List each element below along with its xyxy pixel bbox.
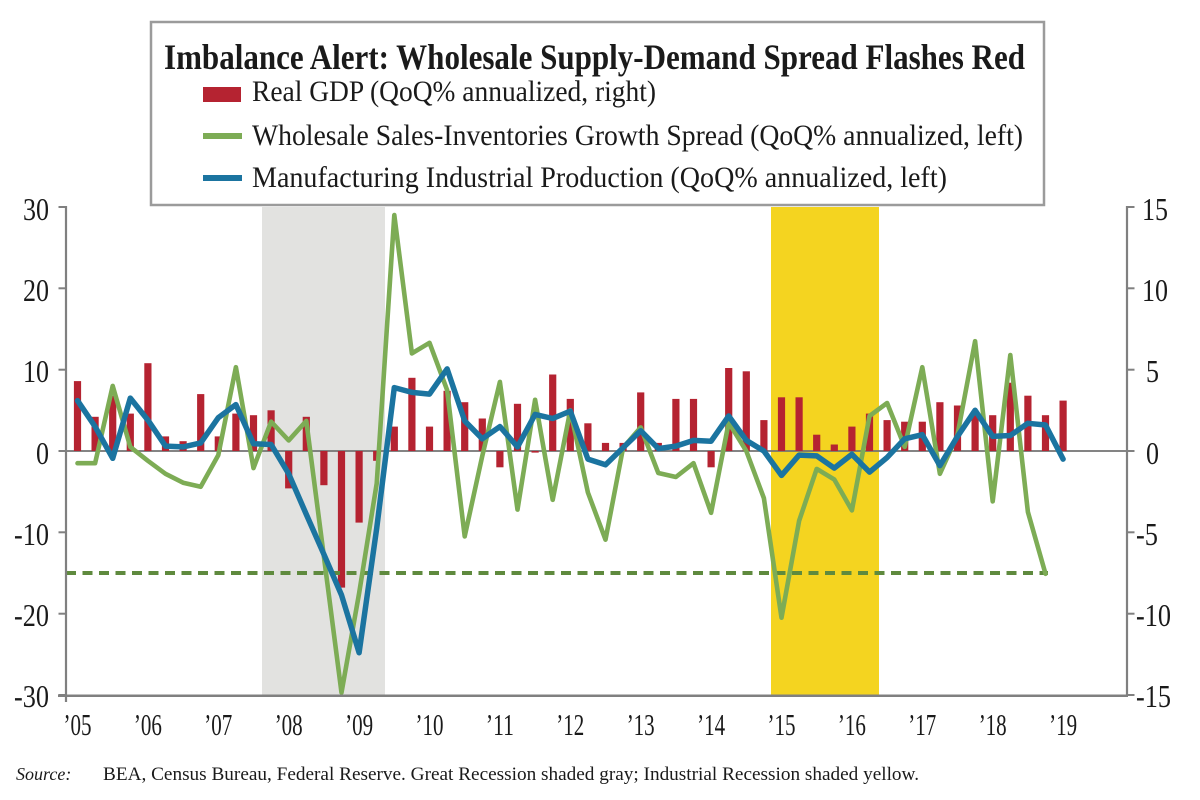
- svg-text:0: 0: [36, 435, 49, 471]
- svg-text:0: 0: [1146, 435, 1159, 471]
- svg-text:10: 10: [23, 353, 49, 389]
- svg-text:-30: -30: [14, 678, 49, 714]
- svg-text:’07: ’07: [204, 707, 232, 742]
- svg-text:’06: ’06: [134, 707, 162, 742]
- svg-text:20: 20: [23, 272, 49, 308]
- svg-text:Manufacturing Industrial Produ: Manufacturing Industrial Production (QoQ…: [252, 161, 947, 194]
- svg-text:’11: ’11: [486, 707, 514, 742]
- svg-text:’12: ’12: [556, 707, 584, 742]
- svg-text:30: 30: [23, 191, 49, 227]
- svg-text:’08: ’08: [275, 707, 303, 742]
- svg-text:’14: ’14: [697, 707, 725, 742]
- svg-text:Imbalance Alert: Wholesale Sup: Imbalance Alert: Wholesale Supply-Demand…: [164, 37, 1025, 77]
- svg-text:Real GDP (QoQ% annualized, rig: Real GDP (QoQ% annualized, right): [252, 75, 656, 108]
- svg-text:’05: ’05: [64, 707, 92, 742]
- svg-text:’17: ’17: [908, 707, 936, 742]
- svg-text:’19: ’19: [1049, 707, 1077, 742]
- svg-text:Wholesale Sales-Inventories Gr: Wholesale Sales-Inventories Growth Sprea…: [252, 119, 1023, 152]
- svg-text:’10: ’10: [416, 707, 444, 742]
- svg-text:’09: ’09: [345, 707, 373, 742]
- svg-text:’18: ’18: [979, 707, 1007, 742]
- svg-text:-20: -20: [14, 597, 49, 633]
- svg-text:’15: ’15: [768, 707, 796, 742]
- svg-text:-15: -15: [1136, 678, 1171, 714]
- svg-text:BEA, Census Bureau, Federal Re: BEA, Census Bureau, Federal Reserve. Gre…: [103, 764, 919, 785]
- svg-text:-10: -10: [1136, 597, 1171, 633]
- svg-text:10: 10: [1142, 272, 1168, 308]
- svg-text:-5: -5: [1136, 516, 1158, 552]
- svg-text:’13: ’13: [627, 707, 655, 742]
- svg-text:-10: -10: [14, 516, 49, 552]
- svg-text:15: 15: [1142, 191, 1168, 227]
- svg-text:’16: ’16: [838, 707, 866, 742]
- svg-text:5: 5: [1146, 353, 1159, 389]
- svg-text:Source:: Source:: [16, 764, 71, 784]
